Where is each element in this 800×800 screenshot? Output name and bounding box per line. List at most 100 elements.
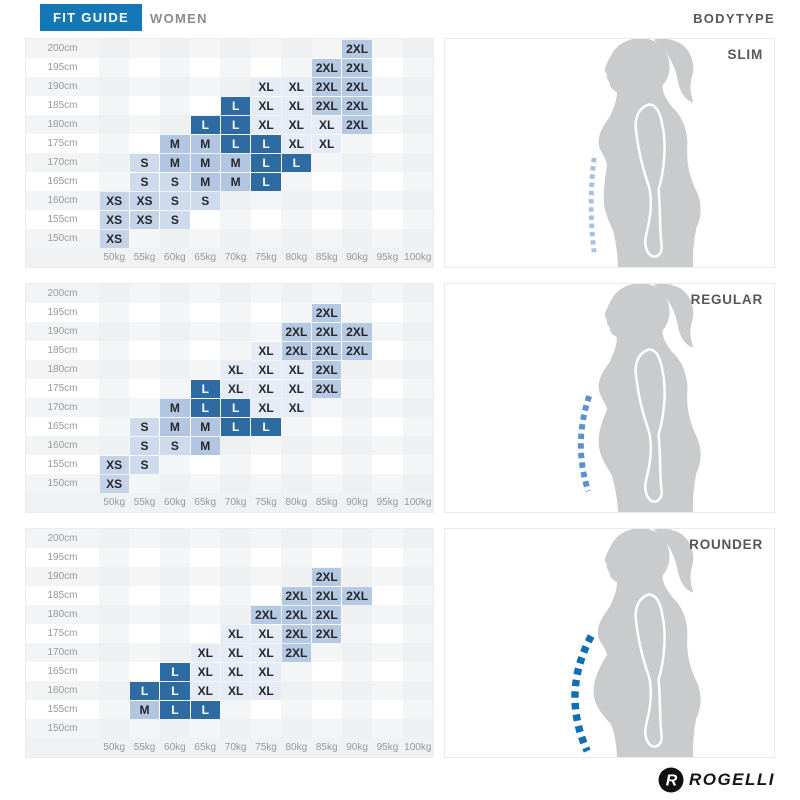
size-cell: XL — [281, 96, 312, 115]
size-cell: M — [129, 700, 160, 719]
grid-cell — [402, 379, 433, 398]
size-cell: XL — [220, 662, 251, 681]
grid-cell — [372, 322, 403, 341]
weight-label: 65kg — [190, 493, 221, 512]
grid-cell — [372, 529, 403, 548]
grid-cell — [190, 341, 221, 360]
rogelli-circle-r-icon: R — [658, 767, 684, 793]
grid-cell — [159, 605, 191, 624]
grid-cell — [250, 58, 282, 77]
size-cell: XL — [190, 643, 220, 662]
grid-cell: L — [220, 115, 251, 134]
height-label: 190cm — [26, 322, 99, 341]
grid-cell — [402, 115, 433, 134]
grid-cell — [281, 303, 312, 322]
grid-cell: XL — [281, 115, 312, 134]
grid-cell: M — [190, 153, 221, 172]
grid-cell — [220, 474, 251, 493]
grid-cell — [281, 662, 312, 681]
grid-cell: S — [129, 172, 160, 191]
size-cell: 2XL — [342, 115, 372, 134]
weight-label: 80kg — [281, 248, 312, 267]
size-cell: XS — [99, 455, 129, 474]
size-cell: 2XL — [342, 586, 372, 605]
grid-cell — [341, 191, 373, 210]
grid-cell: XS — [99, 191, 130, 210]
gender-label: WOMEN — [150, 11, 208, 26]
size-cell: XS — [99, 210, 129, 229]
weight-label: 75kg — [250, 248, 282, 267]
size-cell: 2XL — [312, 624, 342, 643]
size-cell: L — [251, 153, 281, 172]
grid-cell — [372, 115, 403, 134]
grid-cell: 2XL — [341, 58, 373, 77]
size-cell: S — [129, 417, 160, 436]
grid-cell — [99, 529, 130, 548]
grid-cell — [190, 567, 221, 586]
grid-cell — [341, 360, 373, 379]
size-cell: 2XL — [312, 567, 342, 586]
grid-cell: XL — [220, 624, 251, 643]
silhouette-arm — [634, 593, 666, 748]
grid-cell — [311, 436, 342, 455]
weight-label: 50kg — [99, 248, 130, 267]
grid-cell — [99, 643, 130, 662]
weight-label: 70kg — [220, 493, 251, 512]
height-label: 200cm — [26, 39, 99, 58]
grid-cell — [129, 77, 160, 96]
grid-cell — [99, 360, 130, 379]
grid-cell — [341, 474, 373, 493]
grid-cell — [159, 303, 191, 322]
grid-cell: XL — [220, 662, 251, 681]
height-label: 170cm — [26, 398, 99, 417]
grid-cell — [250, 210, 282, 229]
brand-logo: R ROGELLI — [658, 767, 775, 793]
grid-cell — [372, 398, 403, 417]
size-cell: 2XL — [312, 586, 342, 605]
height-label: 160cm — [26, 681, 99, 700]
grid-cell: XL — [281, 398, 312, 417]
size-grid: 200cm 2XL 195cm 2XL 2XL 190cm XL XL 2XL 2XL 185cm L… — [26, 39, 433, 267]
height-label: 155cm — [26, 455, 99, 474]
size-cell: M — [190, 134, 220, 153]
grid-cell: L — [220, 417, 251, 436]
size-cell: L — [190, 379, 220, 398]
grid-cell — [99, 662, 130, 681]
grid-cell — [281, 700, 312, 719]
grid-cell — [311, 548, 342, 567]
grid-cell — [129, 58, 160, 77]
grid-cell — [220, 605, 251, 624]
silhouette-arm — [634, 348, 666, 503]
grid-cell — [159, 39, 191, 58]
grid-cell — [190, 58, 221, 77]
grid-cell — [129, 360, 160, 379]
grid-cell — [281, 436, 312, 455]
height-label: 165cm — [26, 417, 99, 436]
grid-cell — [220, 229, 251, 248]
size-cell: S — [160, 210, 190, 229]
grid-cell — [99, 134, 130, 153]
grid-cell — [220, 191, 251, 210]
grid-cell — [372, 436, 403, 455]
grid-cell — [99, 719, 130, 738]
grid-cell — [159, 586, 191, 605]
size-cell: 2XL — [312, 96, 342, 115]
grid-cell — [311, 662, 342, 681]
size-cell: M — [160, 134, 190, 153]
grid-cell: 2XL — [311, 624, 342, 643]
grid-cell — [341, 681, 373, 700]
grid-cell: L — [220, 398, 251, 417]
grid-cell — [99, 58, 130, 77]
grid-cell: 2XL — [311, 322, 342, 341]
grid-cell — [341, 398, 373, 417]
size-cell: L — [251, 417, 281, 436]
size-cell: L — [129, 681, 160, 700]
grid-cell: L — [250, 417, 282, 436]
size-cell: XL — [251, 681, 281, 700]
grid-cell — [250, 303, 282, 322]
weight-label: 50kg — [99, 493, 130, 512]
size-cell: L — [190, 700, 220, 719]
grid-cell: XL — [250, 115, 282, 134]
size-cell: 2XL — [281, 624, 312, 643]
grid-cell — [372, 681, 403, 700]
